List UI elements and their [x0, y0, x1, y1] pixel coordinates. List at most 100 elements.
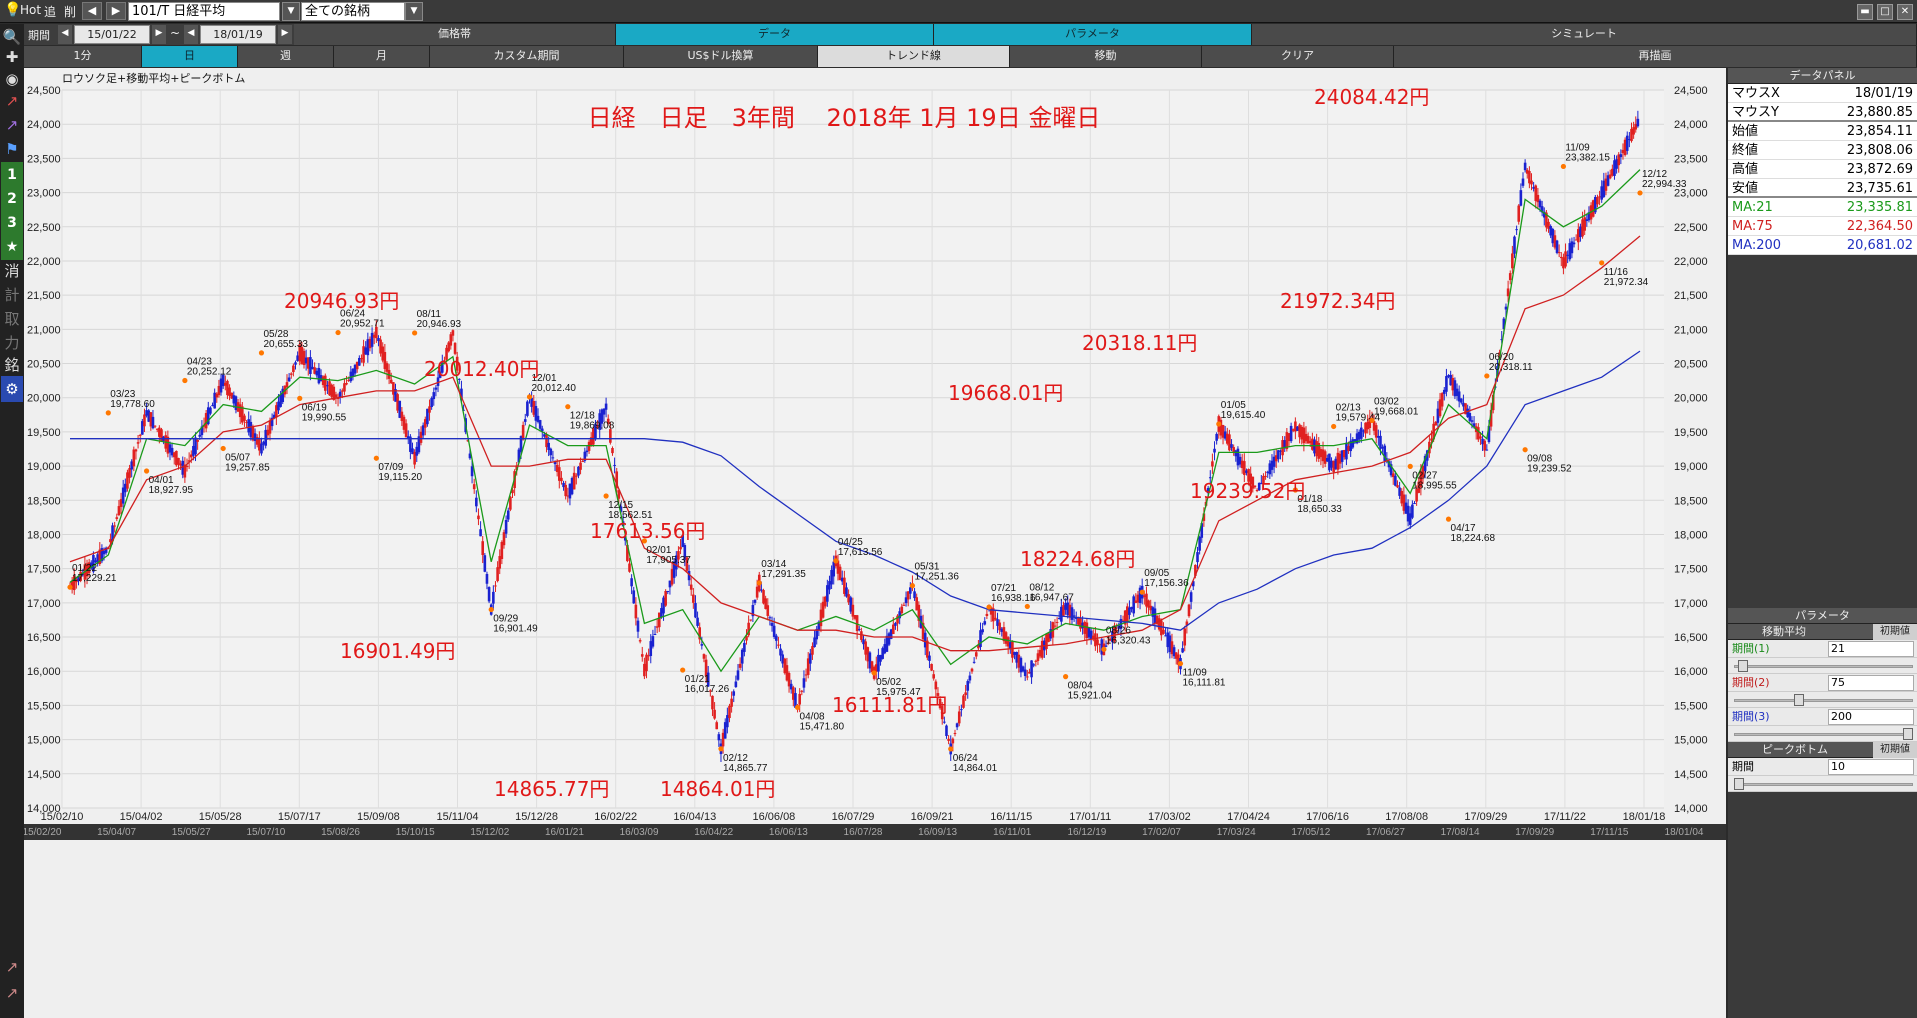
- candle-body: [832, 561, 836, 577]
- minimize-icon[interactable]: ▬: [1857, 4, 1873, 20]
- tab-daily[interactable]: 日: [142, 46, 238, 67]
- candle-body: [660, 608, 663, 618]
- trend-line-button[interactable]: トレンド線: [818, 46, 1010, 67]
- candle-body: [1625, 135, 1629, 151]
- symbol-select[interactable]: 101/T 日経平均: [128, 2, 280, 21]
- candle-body: [328, 381, 331, 396]
- bulb-icon[interactable]: 💡: [4, 2, 22, 18]
- clear-button[interactable]: クリア: [1202, 46, 1394, 67]
- peak-reset-button[interactable]: 初期値: [1873, 742, 1917, 758]
- candle-body: [981, 629, 984, 633]
- crosshair-icon[interactable]: ✚: [5, 48, 19, 66]
- favorite-star-icon[interactable]: ★: [1, 234, 23, 260]
- tab-simulate[interactable]: シミュレート: [1252, 24, 1917, 45]
- ma-period1-slider[interactable]: [1728, 658, 1917, 674]
- next-symbol-button[interactable]: ▶: [106, 2, 126, 20]
- ma-period3-slider[interactable]: [1728, 726, 1917, 742]
- close-icon[interactable]: ✕: [1897, 4, 1913, 20]
- candle-body: [1364, 422, 1367, 434]
- erase-button[interactable]: 消: [4, 262, 20, 280]
- flag-icon[interactable]: ⚑: [5, 140, 19, 158]
- ma-period1-input[interactable]: 21: [1828, 641, 1914, 657]
- ma-period3-label: 期間(3): [1732, 710, 1770, 723]
- candle-body: [538, 420, 542, 429]
- date-from-input[interactable]: 15/01/22: [74, 25, 150, 44]
- ma-reset-button[interactable]: 初期値: [1873, 624, 1917, 640]
- ma-period2-slider[interactable]: [1728, 692, 1917, 708]
- redraw-button[interactable]: 再描画: [1394, 46, 1917, 67]
- move-button[interactable]: 移動: [1010, 46, 1202, 67]
- maximize-icon[interactable]: □: [1877, 4, 1893, 20]
- candle-body: [1536, 194, 1540, 203]
- layout-3-button[interactable]: 3: [1, 210, 23, 236]
- chart-svg[interactable]: 24,500 24,500 24,000 24,000 23,500 23,500 23,0…: [24, 68, 1726, 1018]
- symbol-dropdown-icon[interactable]: ▼: [282, 2, 300, 21]
- delete-button[interactable]: 削: [64, 5, 77, 19]
- ma-period2-slider-thumb[interactable]: [1794, 694, 1804, 706]
- candle-body: [317, 367, 321, 384]
- date-to-input[interactable]: 18/01/19: [200, 25, 276, 44]
- camera-icon[interactable]: ◉: [5, 70, 19, 88]
- ma-period1-slider-thumb[interactable]: [1738, 660, 1748, 672]
- candle-body: [475, 497, 478, 507]
- date-from-next-button[interactable]: ▶: [152, 25, 166, 44]
- calc-button[interactable]: 計: [4, 286, 20, 304]
- settings-gear-icon[interactable]: ⚙: [1, 376, 23, 402]
- usd-convert-button[interactable]: US$ドル換算: [624, 46, 818, 67]
- chart-line-icon[interactable]: ↗: [5, 92, 19, 110]
- chart-ma-icon[interactable]: ↗: [5, 116, 19, 134]
- custom-period-button[interactable]: カスタム期間: [430, 46, 624, 67]
- tab-1min[interactable]: 1分: [24, 46, 142, 67]
- search-icon[interactable]: 🔍: [2, 28, 22, 46]
- candle-body: [1521, 178, 1525, 186]
- candle-body: [998, 622, 1001, 631]
- prev-symbol-button[interactable]: ◀: [82, 2, 102, 20]
- ma-period3-slider-thumb[interactable]: [1903, 728, 1913, 740]
- candle-body: [1457, 391, 1461, 402]
- tab-parameters[interactable]: パラメータ: [934, 24, 1252, 45]
- price-callout: 19668.01円: [948, 381, 1063, 405]
- layout-2-button[interactable]: 2: [1, 186, 23, 212]
- stock-button[interactable]: 銘: [4, 356, 20, 374]
- candle-body: [221, 374, 225, 387]
- ma21-row: MA:21 23,335.81: [1728, 198, 1917, 217]
- tab-price-band[interactable]: 価格帯: [294, 24, 616, 45]
- power-button[interactable]: 力: [4, 334, 20, 352]
- tab-data[interactable]: データ: [616, 24, 934, 45]
- hot-button[interactable]: Hot: [20, 3, 42, 17]
- peak-date-label: 04/08: [800, 711, 825, 722]
- date-to-prev-button[interactable]: ◀: [184, 25, 198, 44]
- mini-chart-icon[interactable]: ↗: [5, 958, 19, 976]
- tab-monthly[interactable]: 月: [334, 46, 430, 67]
- price-chart[interactable]: 24,500 24,500 24,000 24,000 23,500 23,500 23,0…: [24, 68, 1726, 1018]
- candle-body: [347, 380, 350, 382]
- trade-button[interactable]: 取: [4, 310, 20, 328]
- candle-body: [1223, 431, 1227, 439]
- date-to-next-button[interactable]: ▶: [278, 25, 292, 44]
- candle-body: [258, 438, 261, 451]
- peak-marker: [1484, 373, 1490, 379]
- candle-body: [1255, 489, 1259, 491]
- peak-period-slider[interactable]: [1728, 776, 1917, 792]
- peak-period-slider-thumb[interactable]: [1734, 778, 1744, 790]
- add-button[interactable]: 追: [44, 5, 57, 19]
- filter-dropdown-icon[interactable]: ▼: [405, 2, 423, 21]
- peak-period-input[interactable]: 10: [1828, 759, 1914, 775]
- candle-body: [564, 484, 567, 497]
- layout-1-button[interactable]: 1: [1, 162, 23, 188]
- price-callout: 14864.01円: [660, 777, 775, 801]
- candle-body: [566, 495, 570, 497]
- filter-select[interactable]: 全ての銘柄: [301, 2, 405, 21]
- plot-area[interactable]: [62, 90, 1664, 808]
- candle-body: [458, 378, 461, 380]
- ma-period2-input[interactable]: 75: [1828, 675, 1914, 691]
- tab-weekly[interactable]: 週: [238, 46, 334, 67]
- candle-body: [1368, 417, 1372, 428]
- candle-body: [1415, 489, 1418, 502]
- ma-period3-input[interactable]: 200: [1828, 709, 1914, 725]
- mini-chart-icon-2[interactable]: ↗: [5, 984, 19, 1002]
- candle-body: [1606, 175, 1610, 186]
- candle-body: [1308, 440, 1312, 444]
- indicator-label: ロウソク足+移動平均+ピークボトム: [62, 71, 245, 85]
- date-from-prev-button[interactable]: ◀: [58, 25, 72, 44]
